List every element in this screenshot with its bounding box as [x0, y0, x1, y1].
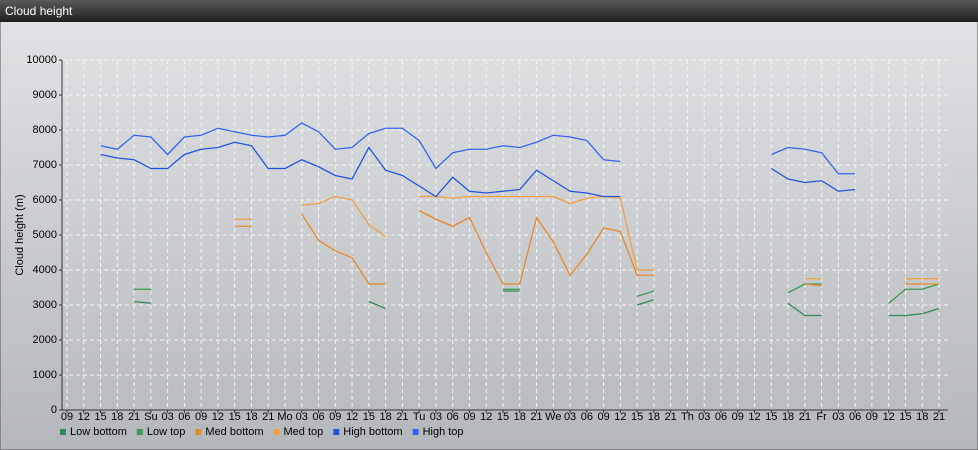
series-line: [100, 141, 856, 198]
series-line: [100, 122, 856, 175]
x-tick-label: 09: [329, 411, 341, 423]
x-tick-label: 06: [715, 411, 727, 423]
series-line: [134, 283, 940, 304]
x-tick-label: 09: [866, 411, 878, 423]
x-tick-label: 21: [665, 411, 677, 423]
x-tick-label: 15: [229, 411, 241, 423]
x-tick-label: 18: [111, 411, 123, 423]
x-tick-label: 15: [94, 411, 106, 423]
x-tick-label: Mo: [277, 411, 292, 423]
x-tick-label: 12: [883, 411, 895, 423]
legend-label: Med bottom: [205, 426, 263, 438]
x-tick-label: 03: [296, 411, 308, 423]
x-tick-label: 09: [732, 411, 744, 423]
y-tick-label: 1000: [33, 369, 57, 381]
x-tick-label: 06: [849, 411, 861, 423]
x-tick-label: 09: [597, 411, 609, 423]
x-tick-label: 12: [748, 411, 760, 423]
x-tick-label: 06: [447, 411, 459, 423]
series-line: [134, 290, 940, 317]
chart-title: Cloud height: [5, 4, 73, 18]
legend-marker: [412, 429, 419, 435]
grid: [62, 59, 948, 411]
x-tick-label: 21: [530, 411, 542, 423]
legend-marker: [195, 429, 202, 435]
x-tick-label: 12: [614, 411, 626, 423]
x-tick-label: 12: [78, 411, 90, 423]
x-tick-label: 15: [497, 411, 509, 423]
legend-marker: [60, 429, 66, 435]
x-tick-label: 09: [195, 411, 207, 423]
x-tick-label: 03: [832, 411, 844, 423]
x-tick-label: 12: [212, 411, 224, 423]
x-tick-label: Th: [681, 411, 694, 423]
legend-marker: [136, 429, 143, 435]
y-tick-label: 8000: [33, 124, 57, 136]
title-bar: [0, 0, 978, 22]
y-tick-label: 9000: [33, 89, 57, 101]
y-tick-label: 5000: [33, 229, 57, 241]
x-tick-label: 09: [61, 411, 73, 423]
x-tick-label: 09: [463, 411, 475, 423]
x-tick-label: We: [545, 411, 561, 423]
x-tick-label: 18: [245, 411, 257, 423]
y-tick-label: 0: [51, 404, 57, 416]
x-tick-label: 21: [933, 411, 945, 423]
x-tick-label: 06: [581, 411, 593, 423]
legend-marker: [333, 429, 340, 435]
x-tick-label: 15: [765, 411, 777, 423]
x-tick-label: 21: [799, 411, 811, 423]
x-tick-label: 18: [648, 411, 660, 423]
x-tick-label: Tu: [413, 411, 425, 423]
x-tick-label: 03: [564, 411, 576, 423]
legend-label: High top: [423, 426, 464, 438]
y-tick-label: 10000: [26, 54, 57, 66]
x-tick-label: 18: [379, 411, 391, 423]
y-tick-label: 4000: [33, 264, 57, 276]
x-tick-label: 03: [430, 411, 442, 423]
axes: 0 1000 2000 3000 4000 5000 6000 7000 8000 9000 100…: [26, 54, 948, 438]
x-tick-label: Fr: [816, 411, 827, 423]
legend-label: Med top: [284, 426, 324, 438]
legend-label: High bottom: [343, 426, 402, 438]
x-tick-label: 06: [178, 411, 190, 423]
x-tick-label: 06: [312, 411, 324, 423]
legend-marker: [273, 429, 280, 435]
x-tick-label: 18: [916, 411, 928, 423]
x-tick-label: 12: [480, 411, 492, 423]
x-tick-label: 15: [631, 411, 643, 423]
lines: [100, 122, 940, 317]
x-tick-label: 15: [363, 411, 375, 423]
x-tick-label: Su: [144, 411, 157, 423]
legend-label: Low bottom: [70, 426, 127, 438]
x-tick-label: 18: [514, 411, 526, 423]
y-tick-label: 7000: [33, 159, 57, 171]
x-tick-label: 15: [899, 411, 911, 423]
series-line: [234, 209, 939, 287]
x-tick-label: 03: [698, 411, 710, 423]
series-line: [234, 195, 939, 280]
y-tick-label: 6000: [33, 194, 57, 206]
y-tick-label: 3000: [33, 299, 57, 311]
x-tick-label: 12: [346, 411, 358, 423]
x-tick-label: 18: [782, 411, 794, 423]
y-tick-label: 2000: [33, 334, 57, 346]
legend-label: Low top: [147, 426, 186, 438]
x-tick-label: 21: [128, 411, 140, 423]
x-tick-label: 21: [262, 411, 274, 423]
x-tick-label: 21: [396, 411, 408, 423]
x-tick-label: 03: [161, 411, 173, 423]
y-axis-label: Cloud height (m): [14, 194, 26, 275]
